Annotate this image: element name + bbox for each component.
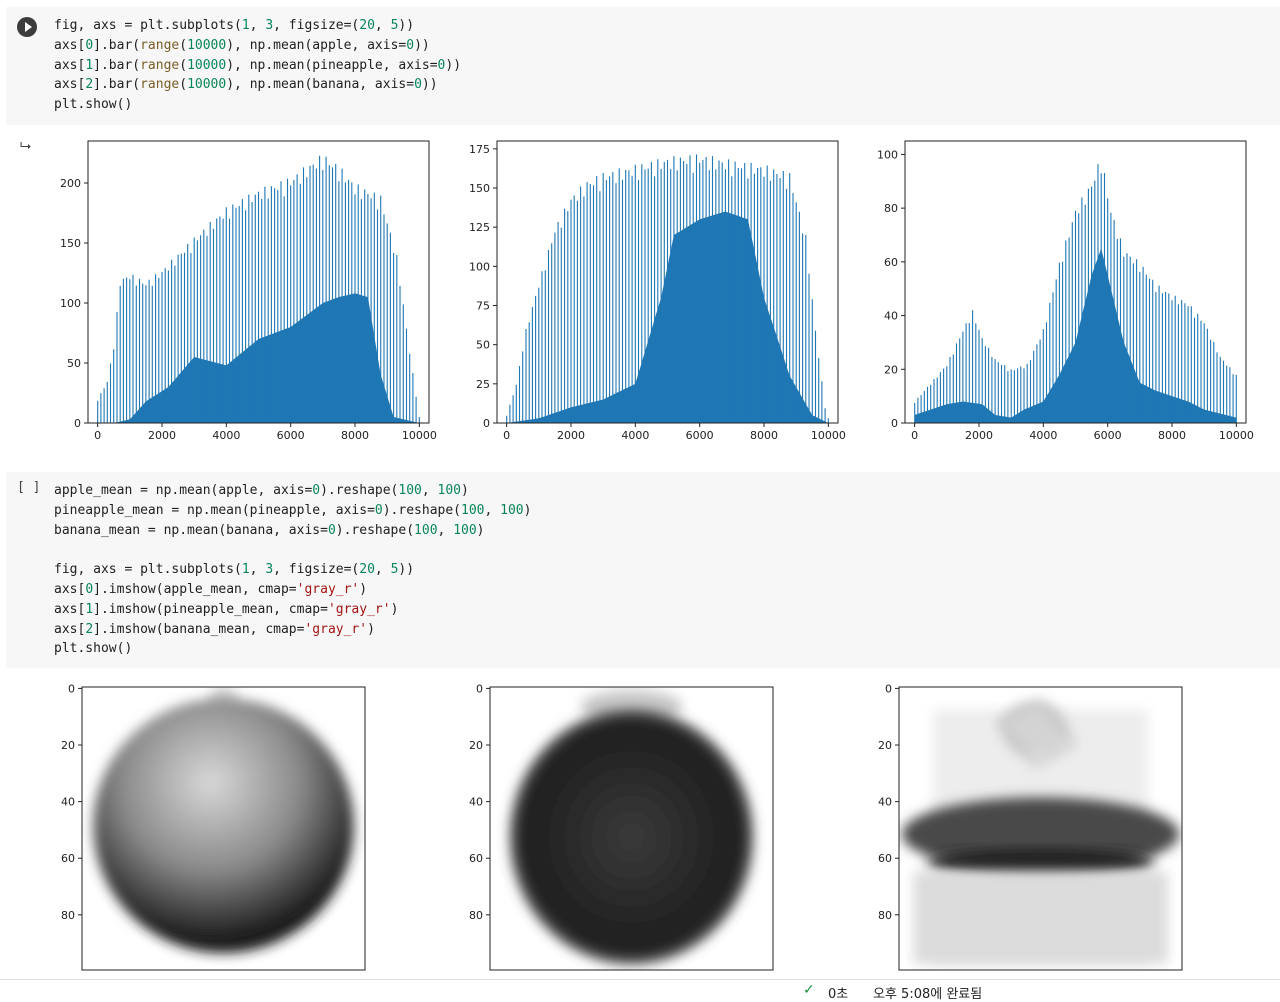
x-tick-label: 6000	[686, 429, 714, 442]
run-cell-button[interactable]	[17, 17, 37, 37]
completion-time: 오후 5:08에 완료됨	[873, 987, 983, 1002]
y-tick-label: 40	[878, 796, 892, 809]
x-tick-label: 2000	[557, 429, 585, 442]
x-tick-label: 0	[503, 429, 510, 442]
y-tick-label: 0	[891, 417, 898, 430]
code-editor-2[interactable]: apple_mean = np.mean(apple, axis=0).resh…	[54, 481, 531, 659]
execution-duration: 0초	[828, 987, 849, 1002]
code-line[interactable]: axs[0].imshow(apple_mean, cmap='gray_r')	[54, 581, 368, 597]
y-tick-label: 80	[469, 909, 483, 922]
mean-image	[899, 687, 1182, 970]
x-tick-label: 10000	[811, 429, 846, 442]
x-tick-label: 0	[911, 429, 918, 442]
code-line[interactable]	[54, 540, 531, 560]
y-tick-label: 0	[74, 417, 81, 430]
y-tick-label: 60	[878, 852, 892, 865]
code-line[interactable]: fig, axs = plt.subplots(1, 3, figsize=(2…	[54, 18, 415, 33]
check-icon: ✓	[803, 982, 815, 998]
image-frame	[81, 686, 366, 971]
y-tick-label: 20	[878, 739, 892, 752]
x-tick-label: 4000	[621, 429, 649, 442]
y-tick-label: 60	[884, 256, 898, 269]
x-tick-label: 0	[94, 429, 101, 442]
code-line[interactable]: axs[1].bar(range(10000), np.mean(pineapp…	[54, 57, 462, 73]
y-tick-label: 150	[469, 182, 490, 195]
image-apple-mean: 0 20 40 60 80	[61, 682, 366, 971]
y-tick-label: 50	[67, 357, 81, 370]
y-tick-label: 0	[68, 682, 75, 695]
image-pineapple-mean: 0 20 40 60 80	[469, 682, 774, 971]
mean-image	[82, 687, 365, 970]
x-tick-label: 6000	[277, 429, 305, 442]
y-tick-label: 60	[61, 852, 75, 865]
cell-bracket[interactable]: [ ]	[17, 480, 41, 495]
y-tick-label: 60	[469, 852, 483, 865]
x-tick-label: 4000	[212, 429, 240, 442]
code-cell-2[interactable]: [ ] apple_mean = np.mean(apple, axis=0).…	[6, 472, 1280, 668]
y-tick-label: 0	[483, 417, 490, 430]
y-tick-label: 50	[476, 339, 490, 352]
code-cell-1[interactable]: fig, axs = plt.subplots(1, 3, figsize=(2…	[6, 7, 1280, 125]
y-tick-label: 40	[469, 796, 483, 809]
code-line[interactable]: apple_mean = np.mean(apple, axis=0).resh…	[54, 483, 469, 498]
y-tick-label: 80	[878, 909, 892, 922]
x-tick-label: 10000	[1219, 429, 1254, 442]
bar-chart-banana: 0 2000 4000 6000 8000 10000 0 20 40 60 80 100	[877, 140, 1254, 442]
code-line[interactable]: plt.show()	[54, 641, 133, 657]
y-tick-label: 25	[476, 378, 490, 391]
image-frame	[898, 686, 1183, 971]
code-line[interactable]: fig, axs = plt.subplots(1, 3, figsize=(2…	[54, 562, 415, 578]
y-tick-label: 100	[877, 148, 898, 161]
image-banana-mean: 0 20 40 60 80	[878, 682, 1183, 971]
bar-chart-pineapple: 0 2000 4000 6000 8000 10000 0 25 50 75 100 125 150 17…	[469, 140, 846, 442]
x-tick-label: 8000	[750, 429, 778, 442]
bar-chart-apple: 0 2000 4000 6000 8000 10000 0 50 100 150 200	[60, 140, 437, 442]
code-line[interactable]: axs[1].imshow(pineapple_mean, cmap='gray…	[54, 601, 399, 617]
y-tick-label: 125	[469, 221, 490, 234]
bar-spikes	[914, 164, 1237, 423]
plot-frame	[496, 140, 839, 424]
y-tick-label: 100	[469, 260, 490, 273]
x-tick-label: 8000	[1158, 429, 1186, 442]
status-bar: ✓ 0초 오후 5:08에 완료됨	[0, 979, 1280, 1002]
y-tick-label: 150	[60, 237, 81, 250]
image-frame	[489, 686, 774, 971]
y-tick-label: 100	[60, 297, 81, 310]
y-tick-label: 40	[61, 796, 75, 809]
y-tick-label: 175	[469, 143, 490, 156]
y-tick-label: 200	[60, 177, 81, 190]
y-tick-label: 40	[884, 310, 898, 323]
y-tick-label: 20	[61, 739, 75, 752]
code-line[interactable]: axs[0].bar(range(10000), np.mean(apple, …	[54, 37, 430, 53]
output-icon[interactable]: ⮡	[20, 138, 32, 154]
x-tick-label: 4000	[1029, 429, 1057, 442]
plot-frame	[904, 140, 1247, 424]
bar-spikes	[97, 155, 420, 423]
code-line[interactable]: axs[2].bar(range(10000), np.mean(banana,…	[54, 77, 438, 93]
y-tick-label: 20	[884, 363, 898, 376]
x-tick-label: 8000	[341, 429, 369, 442]
code-line[interactable]: axs[2].imshow(banana_mean, cmap='gray_r'…	[54, 621, 375, 637]
mean-image	[490, 687, 773, 970]
y-tick-label: 80	[884, 202, 898, 215]
x-tick-label: 6000	[1094, 429, 1122, 442]
y-tick-label: 0	[476, 682, 483, 695]
y-tick-label: 75	[476, 300, 490, 313]
plot-frame	[87, 140, 430, 424]
code-line[interactable]: pineapple_mean = np.mean(pineapple, axis…	[54, 502, 532, 518]
y-tick-label: 20	[469, 739, 483, 752]
bar-spikes	[506, 154, 829, 423]
code-editor-1[interactable]: fig, axs = plt.subplots(1, 3, figsize=(2…	[54, 16, 461, 115]
code-line[interactable]: banana_mean = np.mean(banana, axis=0).re…	[54, 522, 485, 538]
x-tick-label: 2000	[148, 429, 176, 442]
code-line[interactable]: plt.show()	[54, 97, 133, 113]
x-tick-label: 2000	[965, 429, 993, 442]
x-tick-label: 10000	[402, 429, 437, 442]
y-tick-label: 0	[885, 682, 892, 695]
y-tick-label: 80	[61, 909, 75, 922]
